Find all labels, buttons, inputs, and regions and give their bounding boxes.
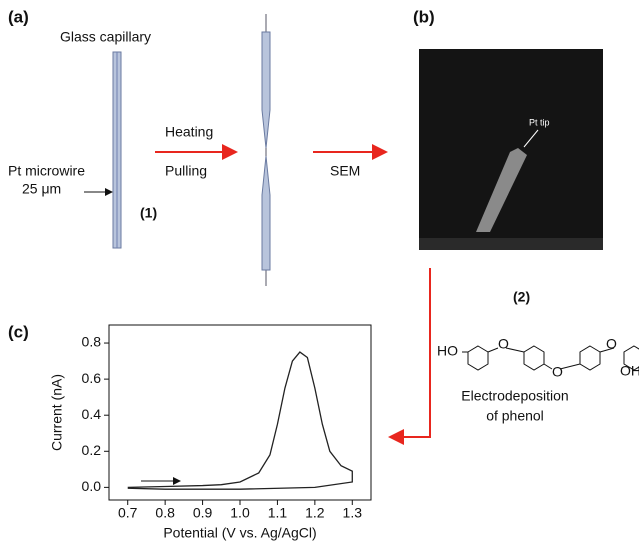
capillary bbox=[261, 155, 271, 271]
label: Glass capillary bbox=[60, 29, 151, 45]
label: 25 μm bbox=[22, 181, 61, 197]
label: Pulling bbox=[165, 163, 207, 179]
caption: of phenol bbox=[486, 408, 544, 424]
x-tick-label: 1.2 bbox=[305, 505, 325, 521]
x-tick-label: 1.3 bbox=[343, 505, 363, 521]
label: Pt tip bbox=[529, 117, 550, 127]
cv-curve bbox=[127, 351, 353, 490]
label: O bbox=[498, 336, 509, 352]
arrow bbox=[388, 268, 431, 445]
x-tick-label: 0.8 bbox=[155, 505, 175, 521]
x-tick-label: 1.1 bbox=[268, 505, 288, 521]
capillary bbox=[261, 31, 271, 149]
panel-label: (c) bbox=[8, 322, 29, 341]
y-tick-label: 0.0 bbox=[82, 478, 102, 494]
y-tick-label: 0.2 bbox=[82, 442, 102, 458]
y-tick-label: 0.6 bbox=[82, 370, 102, 386]
x-axis-label: Potential (V vs. Ag/AgCl) bbox=[163, 525, 316, 541]
tip bbox=[476, 148, 527, 232]
arrow bbox=[523, 129, 539, 148]
structure bbox=[462, 345, 639, 371]
sem-image bbox=[419, 49, 603, 250]
sem-info-bar bbox=[419, 238, 603, 250]
y-axis-label: Current (nA) bbox=[49, 374, 65, 451]
panel-label: (b) bbox=[413, 7, 435, 26]
label: (1) bbox=[140, 205, 157, 221]
chart: 0.7 0.8 0.9 1.0 1.1 1.2 1.3 0.0 0.2 0.4 0.6 0.8 Pote… bbox=[49, 324, 372, 541]
label: O bbox=[606, 336, 617, 352]
label: SEM bbox=[330, 163, 360, 179]
label: Heating bbox=[165, 124, 213, 140]
panel-label: (a) bbox=[8, 7, 29, 26]
x-tick-label: 0.7 bbox=[118, 505, 138, 521]
x-tick-label: 0.9 bbox=[193, 505, 213, 521]
label: (2) bbox=[513, 289, 530, 305]
y-tick-label: 0.8 bbox=[82, 334, 102, 350]
plot-frame bbox=[108, 324, 372, 501]
label: HO bbox=[437, 343, 458, 359]
label: Pt microwire bbox=[8, 163, 85, 179]
label: O bbox=[552, 364, 563, 380]
caption: Electrodeposition bbox=[461, 388, 568, 404]
label: OH bbox=[620, 363, 639, 379]
x-tick-label: 1.0 bbox=[230, 505, 250, 521]
y-tick-label: 0.4 bbox=[82, 406, 102, 422]
